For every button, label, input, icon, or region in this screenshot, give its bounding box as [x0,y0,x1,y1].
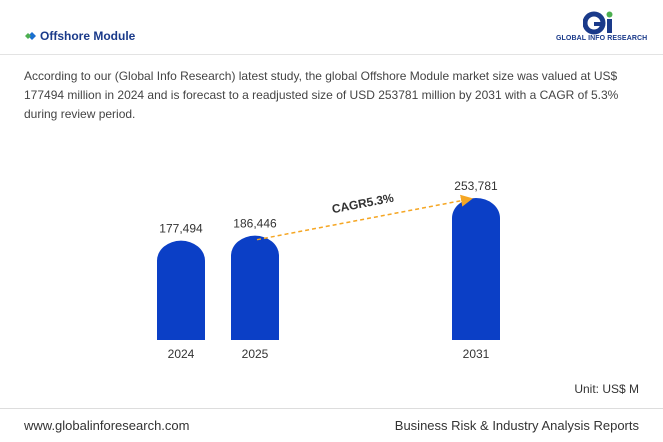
header-icon [25,32,36,40]
unit-label: Unit: US$ M [574,382,639,396]
footer-divider [0,408,663,409]
x-tick-label: 2031 [463,347,490,361]
value-label: 186,446 [233,217,277,231]
value-label: 177,494 [159,222,203,236]
x-tick-label: 2025 [242,347,269,361]
description: According to our (Global Info Research) … [24,69,619,121]
header-title: Offshore Module [40,29,136,43]
cagr-label: CAGR5.3% [331,191,396,217]
footer-tagline: Business Risk & Industry Analysis Report… [394,418,639,433]
bar [157,240,205,340]
cagr-arrow [256,194,473,241]
bar [452,198,500,340]
logo-mark [583,11,613,35]
footer-url: www.globalinforesearch.com [24,418,190,433]
logo-text: GLOBAL INFO RESEARCH [556,35,648,42]
value-label: 253,781 [454,179,498,193]
x-tick-label: 2024 [168,347,195,361]
bar [231,235,279,340]
header: Offshore Module GLOBAL INFO RESEARCH [0,0,663,55]
